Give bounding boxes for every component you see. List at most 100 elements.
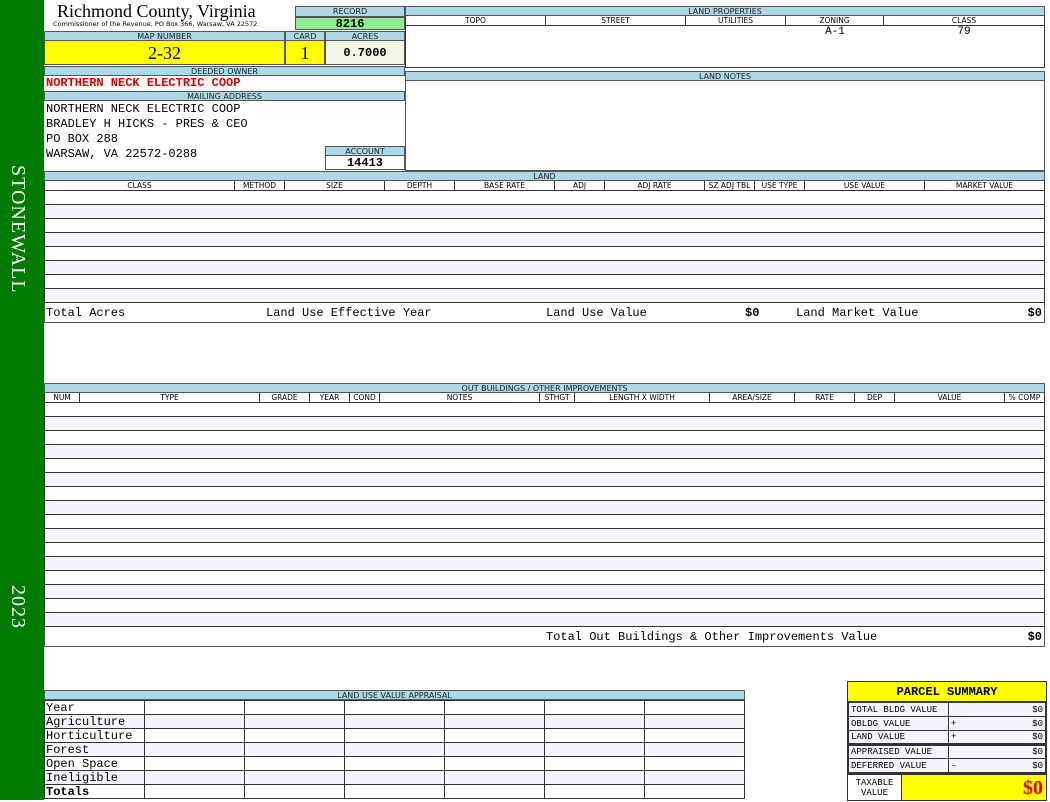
- summary-row: OBLDG VALUE + $0: [848, 716, 1046, 731]
- appraisal-cell: [544, 756, 645, 771]
- appraisal-cell: [244, 714, 345, 729]
- appraisal-cell: [144, 770, 245, 785]
- col-zoning: ZONING: [786, 16, 884, 25]
- appraisal-cell: [344, 784, 445, 799]
- appraisal-cell: [544, 742, 645, 757]
- col-market-value: MARKET VALUE: [955, 181, 1014, 190]
- taxable-value: $0: [902, 775, 1046, 800]
- mailing-address-label: MAILING ADDRESS: [44, 91, 405, 101]
- col-method: METHOD: [235, 181, 285, 190]
- appraisal-cell: [244, 742, 345, 757]
- col-length-width: LENGTH X WIDTH: [575, 393, 710, 402]
- col-topo: TOPO: [406, 16, 546, 25]
- address-line: PO BOX 288: [46, 132, 119, 146]
- land-title: LAND: [44, 171, 1045, 181]
- summary-label: APPRAISED VALUE: [848, 743, 949, 759]
- appraisal-cell: [444, 770, 545, 785]
- summary-label: LAND VALUE: [848, 730, 949, 745]
- summary-value: $0: [962, 758, 1046, 773]
- outbuilding-row: [44, 445, 1045, 459]
- col-pct-comp: % COMP: [1008, 393, 1041, 402]
- land-use-value: $0: [745, 306, 760, 320]
- outbuilding-row: [44, 613, 1045, 627]
- taxable-value-label: TAXABLE VALUE: [848, 775, 902, 800]
- land-row: [44, 191, 1045, 205]
- outbuildings-table: OUT BUILDINGS / OTHER IMPROVEMENTS NUM T…: [44, 383, 1045, 647]
- col-area-size: AREA/SIZE: [710, 393, 795, 402]
- outbuilding-row: [44, 417, 1045, 431]
- sidebar: STONEWALL 2023: [0, 0, 44, 800]
- office-address: Commissioner of the Revenue, PO Box 366,…: [53, 20, 258, 28]
- appraisal-cell: [644, 756, 745, 771]
- summary-operator: –: [948, 758, 963, 773]
- appraisal-cell: [344, 714, 445, 729]
- land-use-appraisal-title: LAND USE VALUE APPRAISAL: [44, 690, 745, 700]
- outbuilding-row: [44, 585, 1045, 599]
- summary-row: TOTAL BLDG VALUE $0: [848, 702, 1046, 717]
- summary-operator: [948, 702, 963, 717]
- mailing-address: NORTHERN NECK ELECTRIC COOP BRADLEY H HI…: [46, 102, 248, 162]
- zoning-value: A-1: [825, 26, 845, 38]
- appraisal-cell: [244, 770, 345, 785]
- deeded-owner-label: DEEDED OWNER: [44, 66, 405, 76]
- county-title: Richmond County, Virginia: [57, 1, 256, 21]
- appraisal-cell: [544, 728, 645, 743]
- land-row: [44, 219, 1045, 233]
- appraisal-row-label: Totals: [44, 784, 145, 799]
- outbuilding-row: [44, 431, 1045, 445]
- land-market-value: $0: [1027, 306, 1042, 320]
- appraisal-cell: [144, 756, 245, 771]
- address-line: BRADLEY H HICKS - PRES & CEO: [46, 117, 248, 131]
- outbuildings-total-label: Total Out Buildings & Other Improvements…: [546, 630, 878, 644]
- land-market-value-label: Land Market Value: [796, 306, 919, 320]
- account-value: 14413: [325, 155, 405, 170]
- year-label: 2023: [7, 585, 29, 629]
- appraisal-cell: [344, 756, 445, 771]
- appraisal-cell: [544, 770, 645, 785]
- col-sthgt: STHGT: [540, 393, 575, 402]
- col-grade: GRADE: [260, 393, 310, 402]
- outbuilding-row: [44, 403, 1045, 417]
- outbuilding-row: [44, 543, 1045, 557]
- appraisal-cell: [644, 714, 745, 729]
- appraisal-row-label: Forest: [44, 742, 145, 757]
- summary-operator: [948, 743, 963, 759]
- col-value: VALUE: [895, 393, 1005, 402]
- col-cond: COND: [350, 393, 380, 402]
- col-class: CLASS: [45, 181, 235, 190]
- outbuilding-row: [44, 557, 1045, 571]
- outbuildings-total-row: Total Out Buildings & Other Improvements…: [44, 627, 1045, 647]
- land-row: [44, 275, 1045, 289]
- outbuilding-row: [44, 473, 1045, 487]
- appraisal-cell: [544, 700, 645, 715]
- appraisal-cell: [444, 756, 545, 771]
- land-row: [44, 233, 1045, 247]
- col-utilities: UTILITIES: [686, 16, 786, 25]
- outbuildings-total-value: $0: [1027, 630, 1042, 644]
- address-line: NORTHERN NECK ELECTRIC COOP: [46, 102, 241, 116]
- land-notes-area: [405, 80, 1045, 171]
- col-dep: DEP: [855, 393, 895, 402]
- land-properties-title: LAND PROPERTIES: [405, 6, 1045, 16]
- appraisal-cell: [644, 700, 745, 715]
- appraisal-cell: [244, 700, 345, 715]
- land-row: [44, 205, 1045, 219]
- summary-value: $0: [962, 730, 1046, 745]
- summary-value: $0: [962, 743, 1046, 759]
- appraisal-cell: [444, 742, 545, 757]
- appraisal-cell: [544, 714, 645, 729]
- appraisal-row: Open Space: [44, 756, 745, 771]
- address-line: WARSAW, VA 22572-0288: [46, 147, 198, 161]
- appraisal-cell: [644, 770, 745, 785]
- land-table: LAND CLASS METHOD SIZE DEPTH BASE RATE A…: [44, 171, 1045, 323]
- col-use-type: USE TYPE: [755, 181, 805, 190]
- appraisal-cell: [444, 784, 545, 799]
- summary-value: $0: [962, 702, 1046, 717]
- appraisal-cell: [144, 700, 245, 715]
- total-acres-label: Total Acres: [46, 306, 126, 320]
- record-label: RECORD: [295, 6, 405, 17]
- card-value: 1: [285, 40, 325, 65]
- outbuilding-row: [44, 529, 1045, 543]
- col-class: CLASS: [951, 16, 977, 25]
- col-size: SIZE: [285, 181, 385, 190]
